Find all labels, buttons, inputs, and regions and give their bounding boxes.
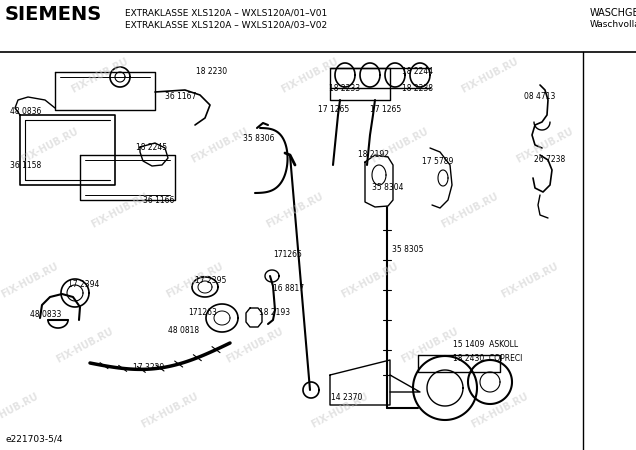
Text: 36 1167: 36 1167 — [165, 92, 197, 101]
Text: 15 1409  ASKOLL: 15 1409 ASKOLL — [453, 340, 518, 349]
Text: 35 8306: 35 8306 — [243, 134, 275, 143]
Text: FIX-HUB.RU: FIX-HUB.RU — [0, 261, 60, 299]
Text: 26 7238: 26 7238 — [534, 155, 565, 164]
Text: 18 2192: 18 2192 — [358, 150, 389, 159]
Text: FIX-HUB.RU: FIX-HUB.RU — [20, 126, 80, 164]
Text: 17 5789: 17 5789 — [422, 157, 453, 166]
Text: Waschvollautomaten: Waschvollautomaten — [590, 20, 636, 29]
Text: FIX-HUB.RU: FIX-HUB.RU — [190, 126, 251, 164]
Text: 35 8305: 35 8305 — [392, 245, 424, 254]
Text: 17 2395: 17 2395 — [195, 276, 226, 285]
Text: FIX-HUB.RU: FIX-HUB.RU — [165, 261, 225, 299]
Text: FIX-HUB.RU: FIX-HUB.RU — [140, 391, 200, 429]
Text: FIX-HUB.RU: FIX-HUB.RU — [70, 56, 130, 94]
Text: FIX-HUB.RU: FIX-HUB.RU — [55, 326, 115, 365]
Text: 17 1265: 17 1265 — [318, 105, 349, 114]
Text: FIX-HUB.RU: FIX-HUB.RU — [265, 191, 326, 230]
Text: 36 1166: 36 1166 — [143, 196, 174, 205]
Text: FIX-HUB.RU: FIX-HUB.RU — [469, 391, 530, 429]
Text: FIX-HUB.RU: FIX-HUB.RU — [0, 391, 40, 429]
Text: FIX-HUB.RU: FIX-HUB.RU — [439, 191, 501, 230]
Text: FIX-HUB.RU: FIX-HUB.RU — [310, 391, 370, 429]
Text: EXTRAKLASSE XLS120A – WXLS120A/03–V02: EXTRAKLASSE XLS120A – WXLS120A/03–V02 — [125, 20, 327, 29]
Text: 48 0818: 48 0818 — [168, 326, 199, 335]
Text: 17 1265: 17 1265 — [370, 105, 401, 114]
Text: 36 1158: 36 1158 — [10, 161, 41, 170]
Text: 17 3229: 17 3229 — [133, 363, 164, 372]
Text: FIX-HUB.RU: FIX-HUB.RU — [340, 261, 400, 299]
Text: EXTRAKLASSE XLS120A – WXLS120A/01–V01: EXTRAKLASSE XLS120A – WXLS120A/01–V01 — [125, 8, 328, 17]
Text: FIX-HUB.RU: FIX-HUB.RU — [90, 191, 150, 230]
Text: SIEMENS: SIEMENS — [5, 5, 102, 24]
Text: 18 2244: 18 2244 — [402, 67, 433, 76]
Text: 18 2230: 18 2230 — [196, 67, 227, 76]
Text: 18 2245: 18 2245 — [136, 143, 167, 152]
Text: 171263: 171263 — [188, 308, 217, 317]
Text: e221703-5/4: e221703-5/4 — [5, 434, 62, 443]
Text: 35 8304: 35 8304 — [372, 183, 403, 192]
Text: 18 2193: 18 2193 — [259, 308, 290, 317]
Text: 171265: 171265 — [273, 250, 302, 259]
Text: 18 2233: 18 2233 — [329, 84, 360, 93]
Text: FIX-HUB.RU: FIX-HUB.RU — [370, 126, 431, 164]
Text: 08 4713: 08 4713 — [524, 92, 555, 101]
Text: 48 0833: 48 0833 — [30, 310, 62, 319]
Text: 14 2370: 14 2370 — [331, 393, 363, 402]
Text: FIX-HUB.RU: FIX-HUB.RU — [515, 126, 576, 164]
Text: FIX-HUB.RU: FIX-HUB.RU — [280, 56, 340, 94]
Text: FIX-HUB.RU: FIX-HUB.RU — [399, 326, 460, 365]
Text: 48 0836: 48 0836 — [10, 107, 41, 116]
Text: 18 2238: 18 2238 — [402, 84, 433, 93]
Text: 17 2394: 17 2394 — [68, 280, 99, 289]
Text: FIX-HUB.RU: FIX-HUB.RU — [225, 326, 286, 365]
Text: FIX-HUB.RU: FIX-HUB.RU — [460, 56, 520, 94]
Text: 18 2430  COPRECI: 18 2430 COPRECI — [453, 354, 522, 363]
Text: 16 8817: 16 8817 — [273, 284, 304, 293]
Text: WASCHGERÄTE: WASCHGERÄTE — [590, 8, 636, 18]
Text: FIX-HUB.RU: FIX-HUB.RU — [500, 261, 560, 299]
